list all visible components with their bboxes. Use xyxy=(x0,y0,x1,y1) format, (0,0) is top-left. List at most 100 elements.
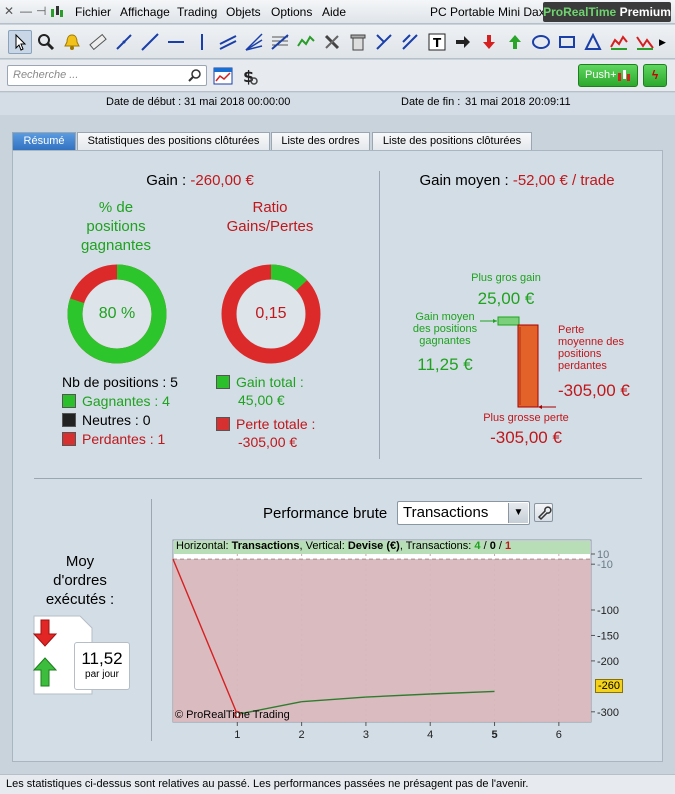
performance-chart: 10 -10 -100 -150 -200 -300 1 2 3 4 5 6 Horizontal:… xyxy=(172,539,624,741)
gain-moyen-pos-label: Gain moyen des positions gagnantes xyxy=(412,311,478,347)
tab-closed-positions[interactable]: Liste des positions clôturées xyxy=(372,132,532,151)
ellipse-icon[interactable] xyxy=(529,30,553,54)
tab-stats-closed[interactable]: Statistiques des positions clôturées xyxy=(77,132,270,151)
status-bar: Les statistiques ci-dessus sont relative… xyxy=(0,774,675,794)
winning-swatch xyxy=(62,394,76,408)
menu-bar: ✕ — ⊣ Fichier Affichage Trading Objets O… xyxy=(0,0,675,24)
y-tick-label: -10 xyxy=(597,559,613,571)
winning-count: Gagnantes : 4 xyxy=(82,393,170,409)
y-tick-label: -100 xyxy=(597,605,619,617)
chart-window-icon[interactable] xyxy=(212,65,234,90)
arrow-up-green-icon[interactable] xyxy=(503,30,527,54)
arrow-down-red-icon[interactable] xyxy=(477,30,501,54)
y-tick-label: 10 xyxy=(597,549,609,561)
gain-total-swatch xyxy=(216,375,230,389)
x-tick-label: 2 xyxy=(299,729,305,741)
ruler-icon[interactable] xyxy=(86,30,110,54)
orders-unit: par jour xyxy=(85,669,119,680)
horizontal-line-icon[interactable] xyxy=(164,30,188,54)
trendline-icon[interactable] xyxy=(138,30,162,54)
menu-trading[interactable]: Trading xyxy=(177,5,218,19)
menu-affichage[interactable]: Affichage xyxy=(120,5,170,19)
plus-grosse-perte-label: Plus grosse perte xyxy=(483,412,569,424)
channel-icon[interactable] xyxy=(216,30,240,54)
gain-total-label: Gain total : xyxy=(236,374,304,390)
menu-options[interactable]: Options xyxy=(271,5,313,19)
gain-label: Gain : xyxy=(146,172,187,189)
menu-objets[interactable]: Objets xyxy=(226,5,261,19)
vertical-divider xyxy=(379,171,380,459)
delete-icon[interactable] xyxy=(346,30,370,54)
minimize-icon[interactable]: — xyxy=(20,4,32,18)
pattern-icon[interactable] xyxy=(294,30,318,54)
y-tick-label: -300 xyxy=(597,707,619,719)
svg-text:T: T xyxy=(433,36,442,50)
flash-icon[interactable]: ϟ xyxy=(643,64,667,87)
push-button[interactable]: Push+ xyxy=(578,64,638,87)
dollar-settings-icon[interactable]: $ xyxy=(240,65,260,90)
perte-totale-swatch xyxy=(216,417,230,431)
x-tick-label: 6 xyxy=(556,729,562,741)
perte-totale-value: -305,00 € xyxy=(238,434,298,450)
tab-resume[interactable]: Résumé xyxy=(12,132,76,151)
pointer-tool-icon[interactable] xyxy=(8,30,32,54)
menu-aide[interactable]: Aide xyxy=(322,5,347,19)
arrow-right-icon[interactable] xyxy=(451,30,475,54)
losing-count: Perdantes : 1 xyxy=(82,431,166,447)
loss-area xyxy=(173,559,591,722)
start-date-label: Date de début : xyxy=(106,96,182,108)
waves-icon[interactable] xyxy=(607,30,631,54)
segment-icon[interactable] xyxy=(112,30,136,54)
window-title: PC Portable Mini Dax xyxy=(430,5,545,19)
data-point xyxy=(233,710,241,718)
vertical-line-icon[interactable] xyxy=(190,30,214,54)
orders-value: 11,52 xyxy=(81,649,123,668)
rectangle-icon[interactable] xyxy=(555,30,579,54)
menu-fichier[interactable]: Fichier xyxy=(75,5,112,19)
date-row: Date de début : 31 mai 2018 00:00:00 Dat… xyxy=(0,93,675,115)
tab-order-list[interactable]: Liste des ordres xyxy=(271,132,370,151)
toolbar-overflow-icon[interactable]: ▶ xyxy=(659,37,666,47)
perte-totale-label: Perte totale : xyxy=(236,416,316,432)
plus-gros-gain-label: Plus gros gain xyxy=(471,272,541,284)
parallel-lines-icon[interactable] xyxy=(398,30,422,54)
x-tick-label: 1 xyxy=(234,729,240,741)
performance-select[interactable]: Transactions ▼ xyxy=(397,501,530,525)
plus-grosse-perte-value: -305,00 € xyxy=(490,428,562,447)
zoom-icon[interactable] xyxy=(34,30,58,54)
performance-title: Performance brute xyxy=(263,505,388,522)
triangle-icon[interactable] xyxy=(581,30,605,54)
perte-moyenne-value: -305,00 € xyxy=(558,381,630,400)
bottom-vertical-divider xyxy=(151,499,152,741)
wrench-icon[interactable] xyxy=(534,503,553,522)
fan-icon[interactable] xyxy=(242,30,266,54)
x-tick-label: 3 xyxy=(363,729,369,741)
positions-stats: Nb de positions : 5 Gagnantes : 4 Neutre… xyxy=(62,373,178,449)
chevron-down-icon[interactable]: ▼ xyxy=(508,503,528,523)
alert-bell-icon[interactable] xyxy=(60,30,84,54)
cross-lines-icon[interactable] xyxy=(372,30,396,54)
losing-swatch xyxy=(62,432,76,446)
pattern-detect-icon[interactable] xyxy=(633,30,657,54)
search-input[interactable]: Recherche ... xyxy=(7,65,207,86)
performance-chart-svg: 10-10 -100 -150 -200 -300 1 2 3 4 5 6 xyxy=(172,539,619,741)
totals-stats: Gain total : 45,00 € Perte totale : -305… xyxy=(216,373,315,451)
perte-moyenne-label: Perte moyenne des positions perdantes xyxy=(558,324,625,372)
text-tool-icon[interactable]: T xyxy=(425,30,449,54)
end-date-label: Date de fin : xyxy=(401,96,461,108)
last-value-badge: -260 xyxy=(595,679,624,693)
start-date-value: 31 mai 2018 00:00:00 xyxy=(184,96,291,108)
equity-segment xyxy=(237,700,302,716)
gain-value: -260,00 € xyxy=(190,172,254,189)
app-logo-icon xyxy=(50,4,64,23)
close-icon[interactable]: ✕ xyxy=(4,4,15,18)
pct-winning-title: % de positions gagnantes xyxy=(80,199,152,254)
pin-icon[interactable]: ⊣ xyxy=(36,4,47,18)
search-icon[interactable] xyxy=(188,68,202,85)
nb-positions: Nb de positions : 5 xyxy=(62,374,178,390)
end-date-value: 31 mai 2018 20:09:11 xyxy=(465,96,571,108)
tools-icon[interactable] xyxy=(320,30,344,54)
pct-winning-donut xyxy=(67,264,167,364)
fibonacci-icon[interactable] xyxy=(268,30,292,54)
ratio-value: 0,15 xyxy=(255,305,287,322)
